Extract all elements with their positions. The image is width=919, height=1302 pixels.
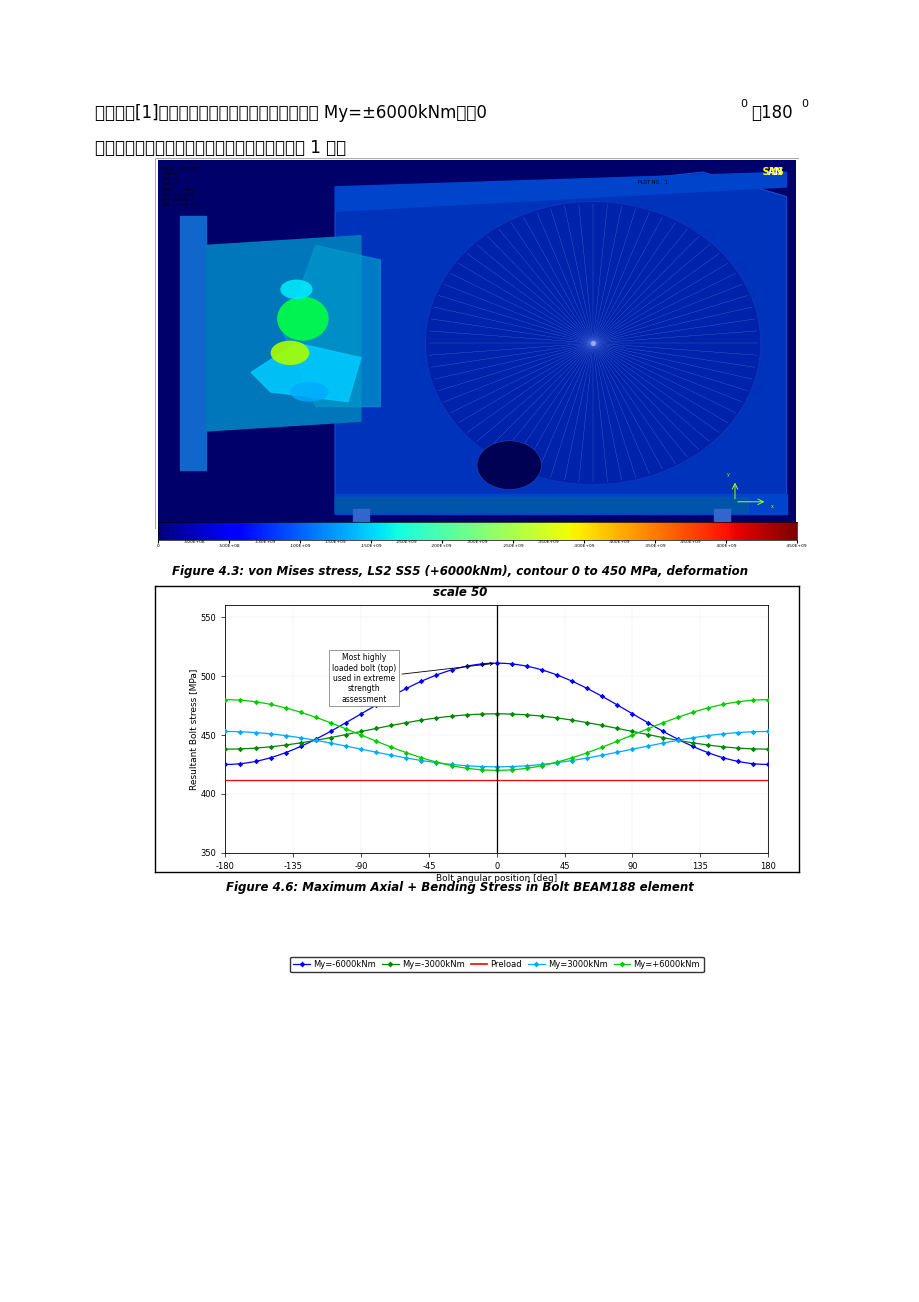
FancyBboxPatch shape	[158, 160, 795, 526]
Polygon shape	[180, 216, 206, 470]
Text: .500E+08: .500E+08	[183, 540, 205, 544]
Text: .130E+09: .130E+09	[254, 540, 276, 544]
Text: .450E+09: .450E+09	[678, 540, 700, 544]
Text: .400E+09: .400E+09	[607, 540, 630, 544]
Text: scale 50: scale 50	[433, 586, 486, 599]
Ellipse shape	[277, 297, 328, 341]
Legend: My=-6000kNm, My=-3000kNm, Preload, My=3000kNm, My=+6000kNm: My=-6000kNm, My=-3000kNm, Preload, My=30…	[289, 957, 703, 973]
Polygon shape	[335, 172, 786, 211]
Text: 根据附件[1]可知，在预紧力最小的情况下，加载 My=±6000kNm，在0: 根据附件[1]可知，在预紧力最小的情况下，加载 My=±6000kNm，在0	[95, 104, 486, 122]
Text: 0: 0	[740, 99, 747, 109]
Polygon shape	[206, 236, 360, 431]
Text: Figure 4.3: von Mises stress, LS2 SS5 (+6000kNm), contour 0 to 450 MPa, deformat: Figure 4.3: von Mises stress, LS2 SS5 (+…	[172, 565, 747, 578]
Text: y: y	[726, 473, 730, 478]
FancyBboxPatch shape	[154, 158, 799, 529]
Polygon shape	[713, 509, 729, 534]
Polygon shape	[335, 172, 786, 514]
Text: NODAL SOLUTION
STEP=2
SUB =4
TIME=2
SEQV    (AVG)
DMX =.011104
SMN =69666
SMX =.: NODAL SOLUTION STEP=2 SUB =4 TIME=2 SEQV…	[162, 168, 199, 207]
Text: 位置，载荷与其应力增量之间的非线性关系如表 1 所示: 位置，载荷与其应力增量之间的非线性关系如表 1 所示	[95, 139, 346, 158]
Text: .250E+09: .250E+09	[395, 540, 417, 544]
Text: SYS: SYS	[748, 168, 782, 177]
X-axis label: Bolt angular position [deg]: Bolt angular position [deg]	[436, 874, 557, 883]
Text: .300E+09: .300E+09	[466, 540, 488, 544]
Text: 0: 0	[800, 99, 808, 109]
Text: x: x	[769, 504, 773, 509]
Polygon shape	[283, 245, 380, 406]
Polygon shape	[335, 495, 786, 514]
Polygon shape	[251, 342, 360, 401]
Ellipse shape	[280, 280, 312, 299]
Y-axis label: Resultant Bolt stress [MPa]: Resultant Bolt stress [MPa]	[188, 668, 198, 790]
Text: AN: AN	[766, 168, 782, 177]
Ellipse shape	[425, 202, 760, 484]
Ellipse shape	[289, 383, 328, 401]
Polygon shape	[353, 509, 369, 534]
Ellipse shape	[270, 341, 309, 365]
Polygon shape	[335, 497, 747, 512]
Text: PLOT NO.   1: PLOT NO. 1	[638, 180, 667, 185]
Text: Most highly
loaded bolt (top)
used in extreme
strength
assessment: Most highly loaded bolt (top) used in ex…	[332, 654, 493, 704]
Text: .350E+09: .350E+09	[537, 540, 559, 544]
Text: .150E+09: .150E+09	[324, 540, 346, 544]
Circle shape	[477, 440, 541, 490]
Text: 和180: 和180	[750, 104, 791, 122]
Text: Figure 4.6: Maximum Axial + Bending Stress in Bolt BEAM188 element: Figure 4.6: Maximum Axial + Bending Stre…	[226, 881, 693, 894]
